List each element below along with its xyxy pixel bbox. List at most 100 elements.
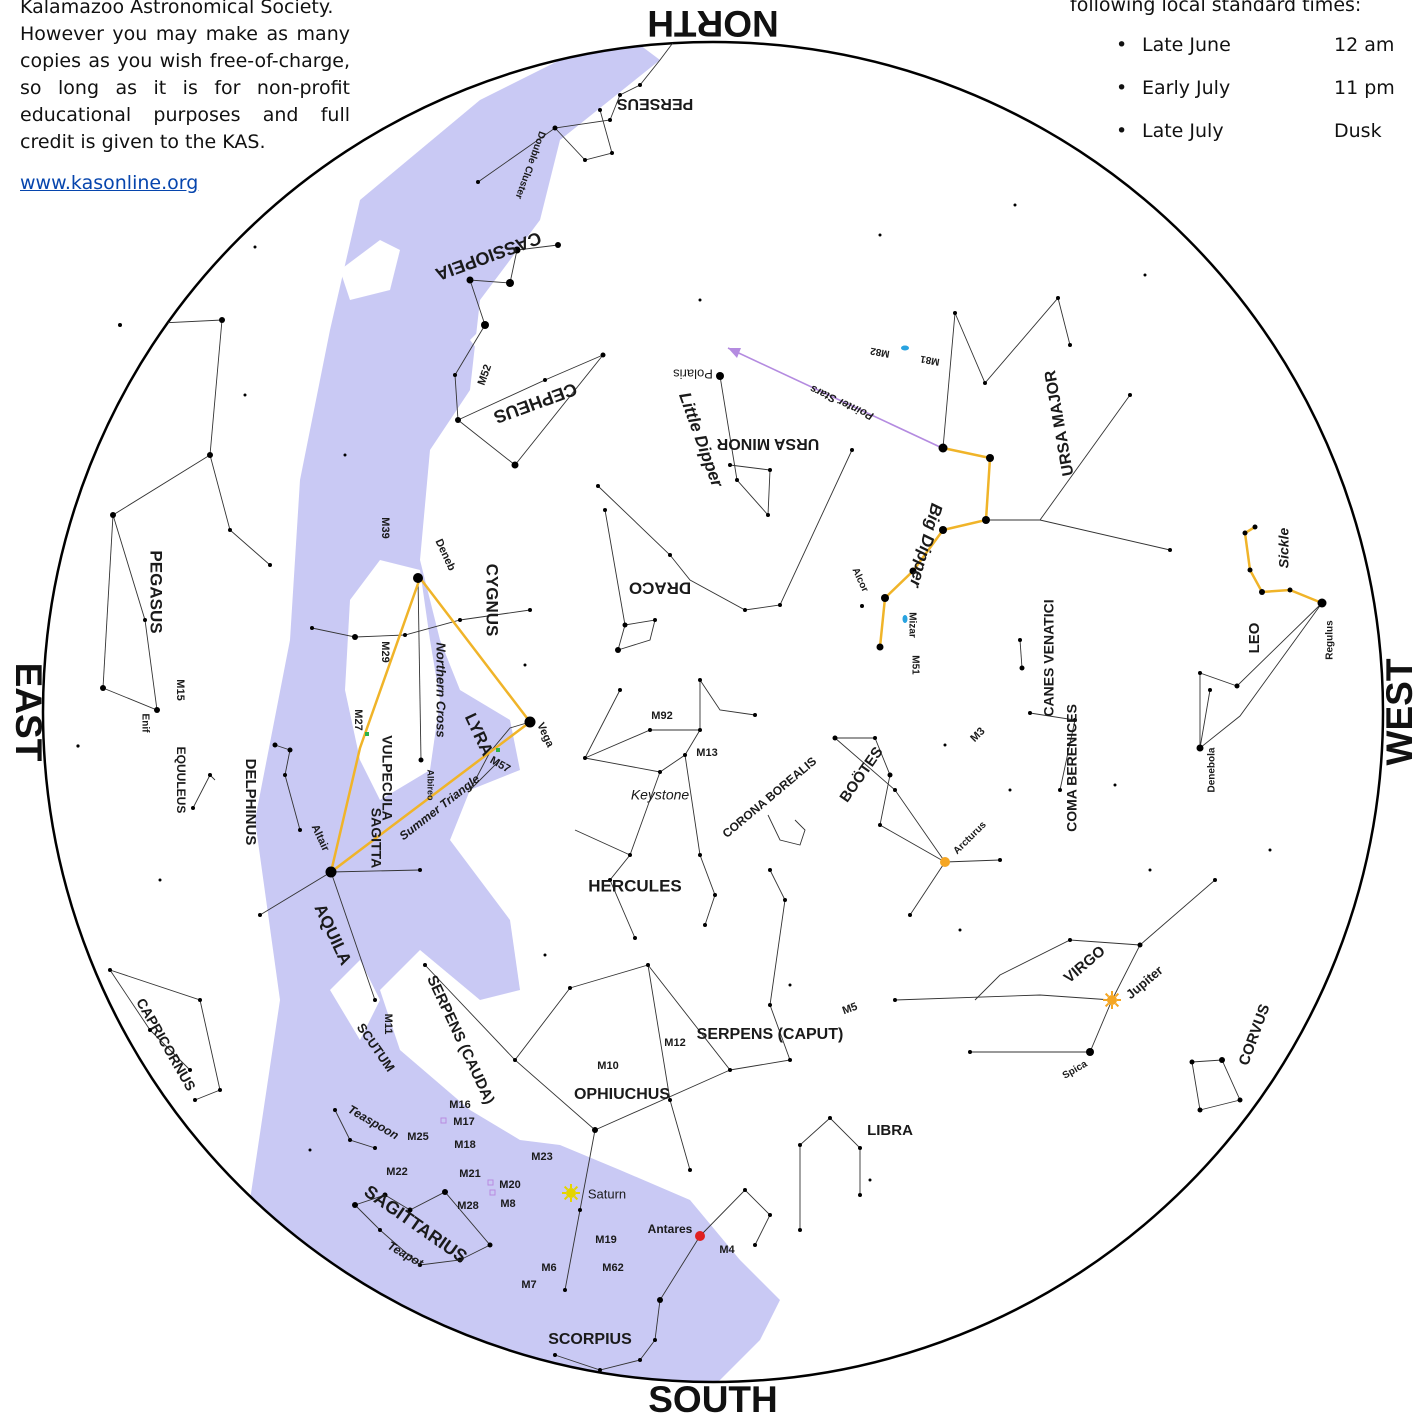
star-dot (108, 968, 112, 972)
star-dot (753, 1243, 757, 1247)
star-dot (1318, 599, 1327, 608)
label-m18: M18 (454, 1139, 475, 1151)
star-dot (648, 728, 652, 732)
star-dot (283, 773, 287, 777)
label-m62: M62 (602, 1262, 623, 1274)
star-dot (1086, 1048, 1094, 1056)
star-dot (983, 381, 987, 385)
label-regulus: Regulus (1325, 620, 1336, 660)
ursa-major-legs (986, 520, 1170, 550)
star-dot (783, 898, 787, 902)
star-dot (858, 1146, 862, 1150)
star-dot (778, 603, 782, 607)
star-dot (506, 279, 514, 287)
star-dot (568, 986, 572, 990)
bootes-arm (945, 860, 1000, 862)
direction-west: WEST (1379, 659, 1421, 766)
star-dot (1020, 666, 1025, 671)
label-m52: M52 (476, 363, 495, 387)
star-dot (753, 713, 757, 717)
star-dot (1219, 1057, 1225, 1063)
label-m82: M82 (869, 345, 890, 359)
star-dot (268, 563, 272, 567)
label-keystone: Keystone (631, 787, 690, 803)
star-dot (191, 806, 195, 810)
star-dot (766, 513, 770, 517)
star-dot (403, 633, 407, 637)
star-dot (881, 594, 889, 602)
corona-borealis-arc (768, 815, 805, 845)
direction-south: SOUTH (648, 1379, 778, 1421)
label-m23: M23 (531, 1151, 552, 1163)
star-dot (638, 83, 642, 87)
star-dot (618, 688, 622, 692)
label-alcor: Alcor (849, 566, 870, 594)
hercules-west-leg (685, 755, 715, 925)
star-dot (944, 744, 947, 747)
label-m28: M28 (457, 1200, 478, 1212)
star-dot (598, 1368, 602, 1372)
star-dot (1128, 393, 1132, 397)
star-dot (578, 1208, 582, 1212)
label-mizar: Mizar (906, 612, 917, 638)
star-dot (893, 998, 897, 1002)
label-m21: M21 (459, 1168, 480, 1180)
label-ophiuchus: OPHIUCHUS (574, 1086, 670, 1103)
label-m3: M3 (968, 725, 987, 744)
label-coma-berenices: COMA BERENICES (1064, 704, 1080, 832)
star-dot (698, 853, 702, 857)
star-dot (608, 118, 612, 122)
star-dot (378, 1228, 382, 1232)
star-dot (789, 984, 792, 987)
star-dot (716, 372, 724, 380)
label-m4: M4 (719, 1244, 735, 1256)
label-m5: M5 (841, 1001, 859, 1018)
label-perseus: PERSEUS (616, 95, 693, 112)
star-dot (688, 1168, 692, 1172)
star-dot (228, 528, 232, 532)
star-dot (888, 773, 893, 778)
star-dot (860, 604, 864, 608)
star-dot (154, 707, 160, 713)
label-m29: M29 (379, 641, 391, 662)
star-dot (563, 1288, 567, 1292)
label-enif: Enif (139, 714, 150, 734)
label-m8: M8 (500, 1198, 515, 1210)
star-dot (309, 1149, 312, 1152)
star-dot (453, 373, 457, 377)
star-dot (1068, 343, 1072, 347)
label-polaris: Polaris (673, 367, 713, 382)
virgo-lines-south (970, 1000, 1112, 1052)
star-dot (524, 664, 527, 667)
label-draco: DRACO (629, 579, 691, 598)
star-dot (423, 963, 427, 967)
label-m27: M27 (352, 709, 364, 730)
star-dot (873, 736, 877, 740)
star-dot (1068, 938, 1072, 942)
star-dot (982, 516, 990, 524)
star-dot (373, 1146, 377, 1150)
label-m10: M10 (597, 1060, 618, 1072)
star-dot (653, 1338, 657, 1342)
star-dot (208, 773, 212, 777)
star-dot (1208, 688, 1212, 692)
ophiuchus-lines (515, 965, 730, 1130)
star-dot (633, 936, 637, 940)
star-dot (458, 618, 462, 622)
star-dot (939, 444, 948, 453)
star-dot (1238, 1098, 1243, 1103)
ophiuchus-leg (648, 965, 690, 1170)
libra-lines (800, 1118, 860, 1195)
star-dot (1198, 1108, 1203, 1113)
star-dot (893, 788, 897, 792)
label-canes-venatici: CANES VENATICI (1041, 599, 1057, 716)
star-dot (333, 1108, 337, 1112)
label-spica: Spica (1061, 1058, 1090, 1081)
arcturus-dot (940, 857, 950, 867)
star-dot (869, 1179, 872, 1182)
star-dot (603, 508, 607, 512)
label-cepheus: CEPHEUS (491, 379, 580, 428)
star-dot (768, 868, 772, 872)
